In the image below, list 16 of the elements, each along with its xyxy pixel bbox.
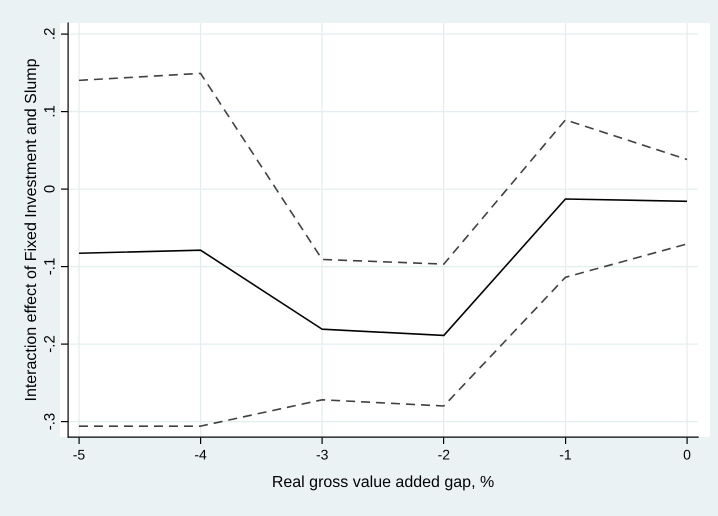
x-tick-label: -5: [72, 446, 86, 462]
x-tick-label: -2: [438, 446, 450, 462]
x-axis-title: Real gross value added gap, %: [272, 474, 494, 491]
y-axis-title: Interaction effect of Fixed Investment and Slump: [23, 58, 40, 402]
x-tick-label: -1: [559, 446, 572, 462]
y-tick-label: .2: [42, 28, 59, 40]
line-series: [78, 243, 688, 427]
y-tick-label: -.3: [42, 412, 59, 430]
x-tick-label: -3: [316, 446, 329, 462]
x-tick-label: 0: [683, 446, 692, 462]
y-tick-label: 0: [42, 184, 59, 194]
y-tick-label: -.1: [42, 258, 59, 276]
y-tick-label: -.2: [42, 335, 59, 353]
y-tick-label: .1: [42, 105, 59, 118]
x-tick-label: -4: [194, 446, 208, 462]
line-series: [78, 72, 688, 265]
